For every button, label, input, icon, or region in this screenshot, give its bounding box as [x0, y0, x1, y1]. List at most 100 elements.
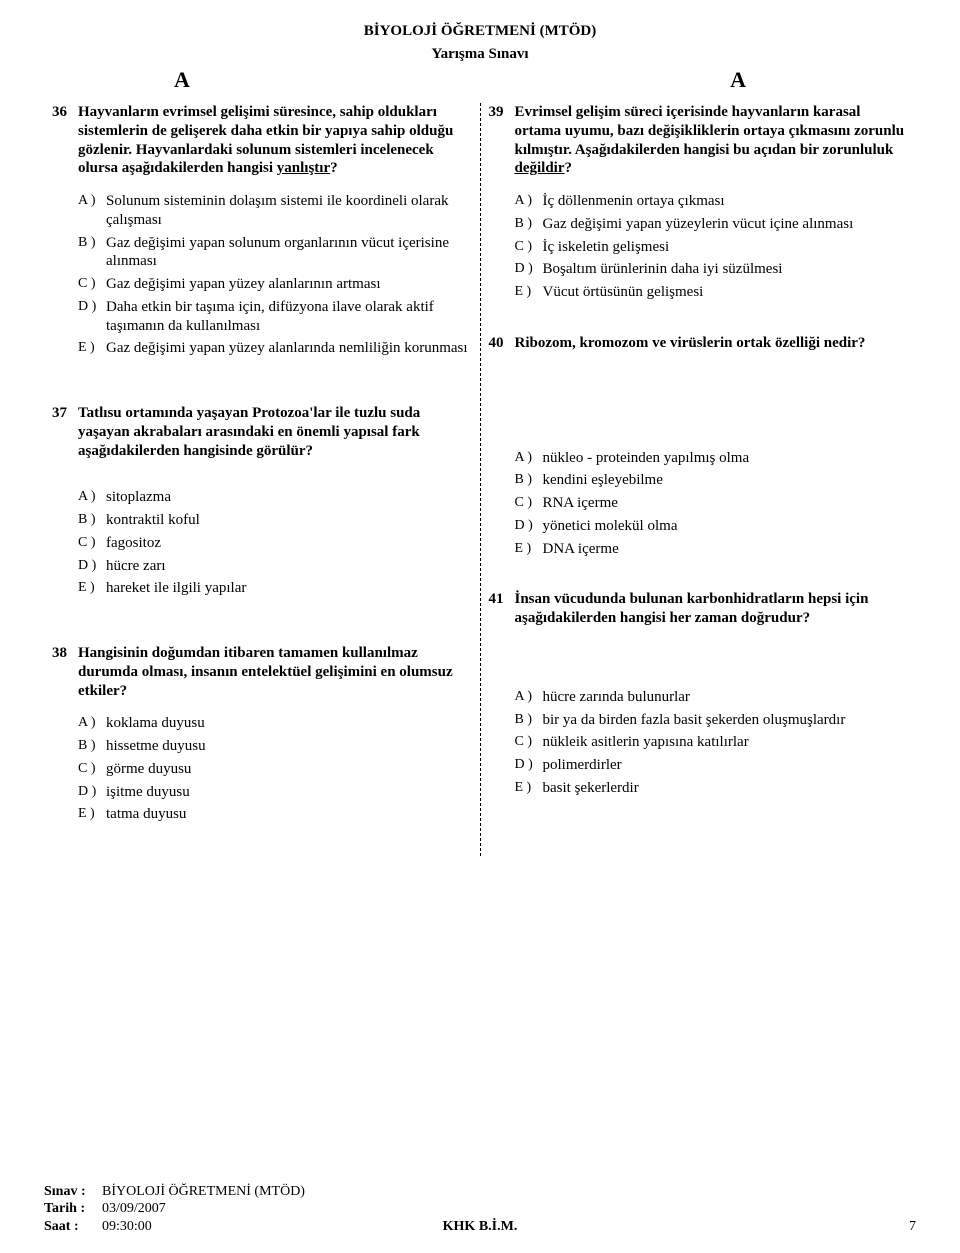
q36-options: A )Solunum sisteminin dolaşım sistemi il…	[52, 192, 472, 358]
q39-opt-b: Gaz değişimi yapan yüzeylerin vücut için…	[543, 215, 854, 234]
q38-opt-b: hissetme duyusu	[106, 737, 206, 756]
opt-label-e: E )	[78, 579, 106, 597]
q40-opt-c: RNA içerme	[543, 494, 618, 513]
q39-opt-d: Boşaltım ürünlerinin daha iyi süzülmesi	[543, 260, 783, 279]
opt-label-b: B )	[78, 511, 106, 529]
q38-number: 38	[52, 644, 78, 663]
footer-date-value: 03/09/2007	[102, 1200, 166, 1218]
q40-opt-e: DNA içerme	[543, 540, 619, 559]
booklet-right: A	[730, 66, 746, 94]
q37-opt-e: hareket ile ilgili yapılar	[106, 579, 246, 598]
q37-opt-c: fagositoz	[106, 534, 161, 553]
opt-label-d: D )	[515, 517, 543, 535]
q41-opt-d: polimerdirler	[543, 756, 622, 775]
opt-label-d: D )	[78, 298, 106, 316]
question-38: 38 Hangisinin doğumdan itibaren tamamen …	[52, 644, 472, 824]
q38-opt-d: işitme duyusu	[106, 783, 190, 802]
opt-label-a: A )	[515, 192, 543, 210]
q36-opt-b: Gaz değişimi yapan solunum organlarının …	[106, 234, 472, 272]
q39-opt-e: Vücut örtüsünün gelişmesi	[543, 283, 704, 302]
opt-label-c: C )	[78, 534, 106, 552]
opt-label-e: E )	[515, 283, 543, 301]
q39-opt-a: İç döllenmenin ortaya çıkması	[543, 192, 725, 211]
q36-opt-c: Gaz değişimi yapan yüzey alanlarının art…	[106, 275, 380, 294]
q39-text: Evrimsel gelişim süreci içerisinde hayva…	[515, 103, 909, 178]
q41-number: 41	[489, 590, 515, 609]
opt-label-c: C )	[515, 733, 543, 751]
q41-opt-a: hücre zarında bulunurlar	[543, 688, 690, 707]
question-40: 40 Ribozom, kromozom ve virüslerin ortak…	[489, 334, 909, 559]
opt-label-a: A )	[78, 488, 106, 506]
footer-date-label: Tarih :	[44, 1200, 102, 1218]
q36-opt-d: Daha etkin bir taşıma için, difüzyona il…	[106, 298, 472, 336]
opt-label-d: D )	[515, 756, 543, 774]
opt-label-a: A )	[78, 192, 106, 210]
q41-opt-b: bir ya da birden fazla basit şekerden ol…	[543, 711, 846, 730]
opt-label-b: B )	[515, 711, 543, 729]
exam-page: BİYOLOJİ ÖĞRETMENİ (MTÖD) Yarışma Sınavı…	[0, 0, 960, 1253]
q37-number: 37	[52, 404, 78, 423]
q40-opt-b: kendini eşleyebilme	[543, 471, 663, 490]
opt-label-c: C )	[515, 494, 543, 512]
question-36: 36 Hayvanların evrimsel gelişimi süresin…	[52, 103, 472, 358]
q37-options: A )sitoplazma B )kontraktil koful C )fag…	[52, 488, 472, 598]
opt-label-a: A )	[78, 714, 106, 732]
opt-label-e: E )	[78, 805, 106, 823]
opt-label-b: B )	[78, 737, 106, 755]
q38-opt-c: görme duyusu	[106, 760, 191, 779]
booklet-letters: A A	[44, 66, 916, 94]
q36-opt-e: Gaz değişimi yapan yüzey alanlarında nem…	[106, 339, 468, 358]
question-39: 39 Evrimsel gelişim süreci içerisinde ha…	[489, 103, 909, 302]
q40-options: A )nükleo - proteinden yapılmış olma B )…	[489, 449, 909, 559]
opt-label-a: A )	[515, 449, 543, 467]
q41-options: A )hücre zarında bulunurlar B )bir ya da…	[489, 688, 909, 798]
q36-number: 36	[52, 103, 78, 122]
q38-opt-a: koklama duyusu	[106, 714, 205, 733]
q41-text: İnsan vücudunda bulunan karbonhidratları…	[515, 590, 909, 628]
footer-exam-value: BİYOLOJİ ÖĞRETMENİ (MTÖD)	[102, 1183, 305, 1201]
q38-options: A )koklama duyusu B )hissetme duyusu C )…	[52, 714, 472, 824]
opt-label-c: C )	[78, 275, 106, 293]
opt-label-b: B )	[515, 471, 543, 489]
opt-label-d: D )	[78, 557, 106, 575]
opt-label-e: E )	[515, 779, 543, 797]
q39-number: 39	[489, 103, 515, 122]
header-subtitle: Yarışma Sınavı	[44, 45, 916, 64]
q40-number: 40	[489, 334, 515, 353]
right-column: 39 Evrimsel gelişim süreci içerisinde ha…	[481, 103, 917, 856]
opt-label-b: B )	[78, 234, 106, 252]
q37-text: Tatlısu ortamında yaşayan Protozoa'lar i…	[78, 404, 472, 460]
q37-opt-d: hücre zarı	[106, 557, 166, 576]
q40-text: Ribozom, kromozom ve virüslerin ortak öz…	[515, 334, 866, 353]
header-title: BİYOLOJİ ÖĞRETMENİ (MTÖD)	[44, 22, 916, 41]
left-column: 36 Hayvanların evrimsel gelişimi süresin…	[44, 103, 481, 856]
q36-text: Hayvanların evrimsel gelişimi süresince,…	[78, 103, 472, 178]
q39-opt-c: İç iskeletin gelişmesi	[543, 238, 670, 257]
q40-opt-a: nükleo - proteinden yapılmış olma	[543, 449, 750, 468]
q41-opt-c: nükleik asitlerin yapısına katılırlar	[543, 733, 749, 752]
q36-opt-a: Solunum sisteminin dolaşım sistemi ile k…	[106, 192, 472, 230]
footer-exam-label: Sınav :	[44, 1183, 102, 1201]
q38-text: Hangisinin doğumdan itibaren tamamen kul…	[78, 644, 472, 700]
opt-label-d: D )	[78, 783, 106, 801]
footer-page: 7	[909, 1218, 916, 1236]
question-41: 41 İnsan vücudunda bulunan karbonhidratl…	[489, 590, 909, 797]
opt-label-e: E )	[78, 339, 106, 357]
q39-options: A )İç döllenmenin ortaya çıkması B )Gaz …	[489, 192, 909, 302]
opt-label-b: B )	[515, 215, 543, 233]
opt-label-c: C )	[515, 238, 543, 256]
content-columns: 36 Hayvanların evrimsel gelişimi süresin…	[44, 103, 916, 856]
q38-opt-e: tatma duyusu	[106, 805, 186, 824]
q40-opt-d: yönetici molekül olma	[543, 517, 678, 536]
footer-center: KHK B.İ.M.	[44, 1218, 916, 1236]
opt-label-d: D )	[515, 260, 543, 278]
q41-opt-e: basit şekerlerdir	[543, 779, 639, 798]
q37-opt-b: kontraktil koful	[106, 511, 200, 530]
opt-label-e: E )	[515, 540, 543, 558]
footer: Sınav : BİYOLOJİ ÖĞRETMENİ (MTÖD) Tarih …	[44, 1183, 916, 1236]
q37-opt-a: sitoplazma	[106, 488, 171, 507]
booklet-left: A	[174, 66, 190, 94]
opt-label-a: A )	[515, 688, 543, 706]
opt-label-c: C )	[78, 760, 106, 778]
question-37: 37 Tatlısu ortamında yaşayan Protozoa'la…	[52, 404, 472, 598]
